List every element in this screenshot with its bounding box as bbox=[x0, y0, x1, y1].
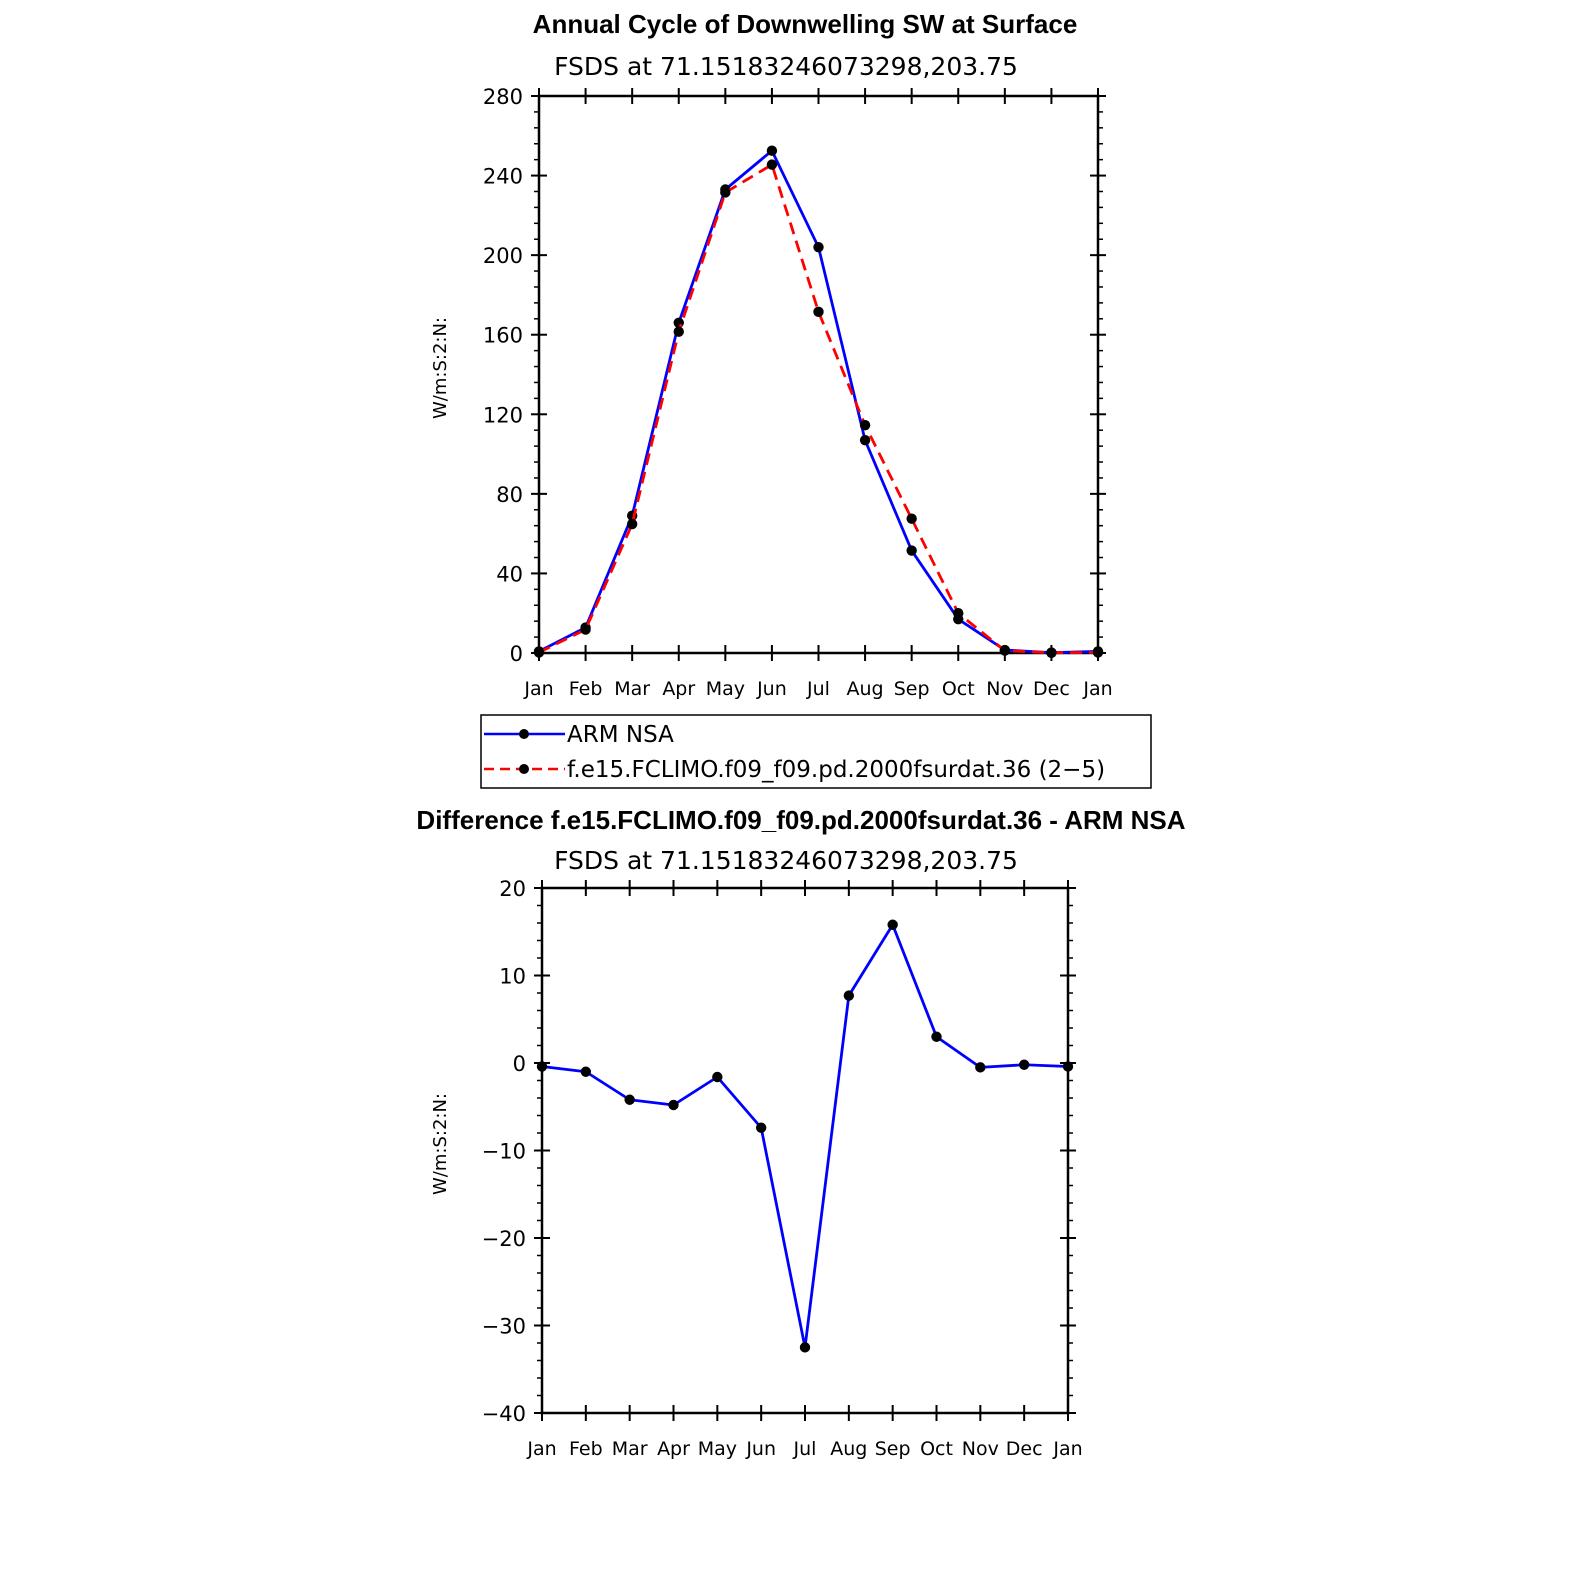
x-tick-label: Apr bbox=[662, 678, 695, 700]
data-point bbox=[859, 434, 871, 446]
series-line-0 bbox=[541, 923, 1069, 1349]
data-point bbox=[536, 1061, 548, 1072]
data-point bbox=[626, 518, 638, 530]
y-tick-label: 20 bbox=[499, 877, 526, 901]
legend-marker-arm-nsa bbox=[519, 729, 529, 739]
y-tick-label: 10 bbox=[499, 965, 526, 989]
data-point bbox=[799, 1342, 811, 1353]
x-tick-label: Sep bbox=[894, 678, 930, 700]
data-point bbox=[766, 145, 778, 156]
chart2-subtitle: FSDS at 71.15183246073298,203.75 bbox=[554, 846, 1018, 875]
data-point bbox=[931, 1031, 942, 1042]
data-point bbox=[813, 306, 824, 318]
legend-marker-model bbox=[519, 764, 529, 774]
data-point bbox=[1018, 1059, 1030, 1070]
chart2-ylabel: W/m:S:2:N: bbox=[430, 1093, 451, 1195]
data-point bbox=[673, 317, 684, 328]
x-tick-label: Jan bbox=[1082, 678, 1112, 700]
y-tick-label: −20 bbox=[482, 1227, 526, 1251]
data-point bbox=[813, 241, 824, 253]
x-tick-label: Jul bbox=[806, 678, 830, 700]
chart2-title: Difference f.e15.FCLIMO.f09_f09.pd.2000f… bbox=[416, 805, 1185, 835]
x-tick-label: Jan bbox=[1052, 1438, 1082, 1460]
chart2-axes: −40 −30 −20 −10 0 10 20 Jan Feb Mar Apr May Jun Jul Au… bbox=[482, 877, 1083, 1460]
y-tick-label: 40 bbox=[496, 562, 523, 586]
x-tick-label: Nov bbox=[986, 678, 1023, 700]
x-tick-label: Jun bbox=[745, 1438, 776, 1460]
data-point bbox=[755, 1122, 767, 1133]
data-point bbox=[720, 187, 731, 198]
data-point bbox=[624, 1094, 635, 1105]
x-tick-label: Dec bbox=[1006, 1438, 1043, 1460]
y-tick-label: −10 bbox=[482, 1140, 526, 1164]
chart2-series bbox=[536, 919, 1074, 1353]
legend-label-model: f.e15.FCLIMO.f09_f09.pd.2000fsurdat.36 (… bbox=[567, 757, 1105, 783]
y-tick-label: 0 bbox=[510, 642, 523, 666]
y-tick-label: 0 bbox=[513, 1052, 526, 1076]
data-point bbox=[668, 1099, 679, 1111]
data-point bbox=[859, 420, 871, 431]
x-tick-label: Oct bbox=[942, 678, 975, 700]
y-tick-label: 280 bbox=[483, 85, 523, 109]
x-tick-label: Feb bbox=[569, 1438, 603, 1460]
chart1-subtitle: FSDS at 71.15183246073298,203.75 bbox=[554, 52, 1018, 81]
data-point bbox=[999, 645, 1011, 656]
y-tick-label: −40 bbox=[482, 1402, 526, 1426]
legend-box bbox=[480, 714, 1152, 789]
x-tick-label: Jan bbox=[523, 678, 553, 700]
x-tick-label: May bbox=[706, 678, 745, 700]
data-point bbox=[975, 1062, 986, 1073]
x-tick-label: Aug bbox=[847, 678, 884, 700]
series-line-0 bbox=[538, 149, 1099, 655]
data-point bbox=[673, 326, 684, 337]
x-tick-label: Aug bbox=[830, 1438, 867, 1460]
data-point bbox=[887, 919, 898, 930]
data-point bbox=[712, 1071, 723, 1083]
data-point bbox=[1092, 647, 1104, 658]
x-tick-label: Jul bbox=[793, 1438, 817, 1460]
y-tick-label: 120 bbox=[483, 403, 523, 427]
x-tick-label: Oct bbox=[920, 1438, 953, 1460]
data-point bbox=[843, 990, 855, 1001]
plot-frame bbox=[540, 886, 1070, 1415]
data-point bbox=[906, 513, 917, 524]
x-tick-label: Feb bbox=[569, 678, 603, 700]
x-tick-label: Mar bbox=[612, 1438, 648, 1460]
data-point bbox=[533, 647, 545, 658]
legend: ARM NSA f.e15.FCLIMO.f09_f09.pd.2000fsur… bbox=[480, 714, 1152, 789]
x-tick-label: Mar bbox=[614, 678, 650, 700]
y-tick-label: 200 bbox=[483, 244, 523, 268]
data-point bbox=[1062, 1061, 1074, 1072]
data-point bbox=[1046, 647, 1057, 659]
y-tick-label: 240 bbox=[483, 165, 523, 189]
data-point bbox=[580, 624, 591, 635]
data-point bbox=[580, 1066, 592, 1077]
data-point bbox=[953, 608, 964, 619]
chart1-ylabel: W/m:S:2:N: bbox=[430, 317, 451, 419]
legend-label-arm-nsa: ARM NSA bbox=[567, 722, 674, 748]
x-tick-label: Jun bbox=[756, 678, 787, 700]
y-tick-label: 80 bbox=[496, 483, 523, 507]
series-line-1 bbox=[538, 163, 1099, 655]
annual-cycle-chart: Annual Cycle of Downwelling SW at Surfac… bbox=[430, 9, 1113, 700]
x-tick-label: Dec bbox=[1033, 678, 1070, 700]
chart1-series bbox=[533, 145, 1104, 659]
data-point bbox=[906, 545, 917, 556]
x-tick-label: May bbox=[698, 1438, 737, 1460]
data-point bbox=[766, 159, 778, 170]
x-tick-label: Sep bbox=[875, 1438, 911, 1460]
x-tick-label: Apr bbox=[657, 1438, 690, 1460]
plot-frame bbox=[537, 94, 1100, 655]
difference-chart: Difference f.e15.FCLIMO.f09_f09.pd.2000f… bbox=[416, 805, 1185, 1460]
x-tick-label: Jan bbox=[526, 1438, 556, 1460]
y-tick-label: −30 bbox=[482, 1315, 526, 1339]
x-tick-label: Nov bbox=[962, 1438, 999, 1460]
chart1-axes: 0 40 80 120 160 200 240 280 Jan Feb Mar Apr May Jun Ju… bbox=[483, 85, 1113, 700]
y-tick-label: 160 bbox=[483, 324, 523, 348]
chart1-title: Annual Cycle of Downwelling SW at Surfac… bbox=[533, 9, 1078, 39]
